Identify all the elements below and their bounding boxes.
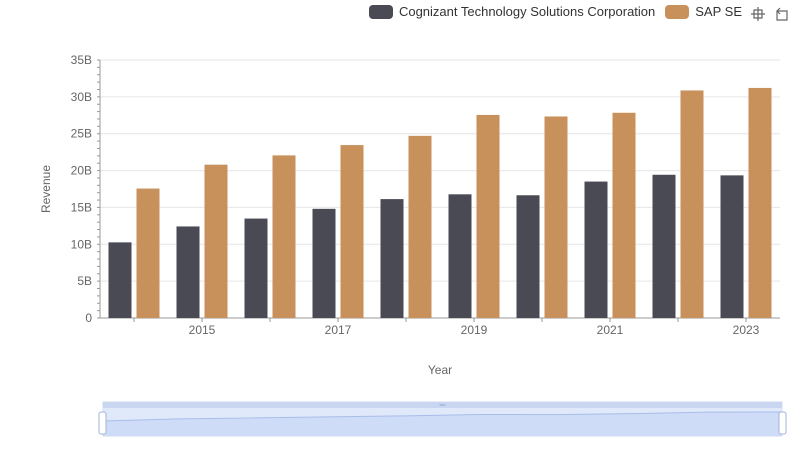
y-axis-title: Revenue [39, 165, 53, 213]
y-axis: 0 5B 10B 15B 20B 25B 30B 35B [71, 53, 101, 325]
x-tick-label: 2023 [733, 323, 760, 337]
x-tick-label: 2019 [461, 323, 488, 337]
datazoom-handle-right [778, 411, 787, 435]
bar-cognizant [108, 242, 132, 318]
bar-sap [340, 145, 364, 318]
y-tick-label: 35B [71, 53, 92, 67]
bar-cognizant [176, 226, 200, 318]
restore-icon[interactable] [774, 6, 790, 22]
y-tick-label: 30B [71, 90, 92, 104]
datazoom-selection [103, 408, 782, 436]
y-tick-label: 10B [71, 237, 92, 251]
bar-cognizant [244, 218, 268, 318]
bar-sap [272, 155, 296, 318]
bar-cognizant [516, 195, 540, 318]
bar-cognizant [720, 175, 744, 318]
bar-sap [612, 112, 636, 319]
toolbox [750, 6, 790, 22]
datazoom-preview-area [103, 412, 782, 436]
bar-cognizant [448, 194, 472, 318]
y-tick-label: 0 [85, 311, 92, 325]
legend: Cognizant Technology Solutions Corporati… [368, 4, 742, 19]
legend-label-cognizant: Cognizant Technology Solutions Corporati… [398, 4, 656, 19]
x-tick-label: 2015 [189, 323, 216, 337]
y-tick-label: 20B [71, 164, 92, 178]
bars [108, 87, 772, 319]
legend-label-sap: SAP SE [695, 4, 742, 19]
legend-swatch-sap [665, 4, 690, 19]
datazoom-handle-left [98, 411, 107, 435]
bar-sap [748, 87, 772, 318]
x-axis: 2015 2017 2019 2021 2023 [100, 317, 780, 337]
x-tick-label: 2017 [325, 323, 352, 337]
bar-cognizant [652, 174, 676, 318]
bar-cognizant [312, 208, 336, 318]
bar-cognizant [380, 199, 404, 318]
datazoom-slider[interactable] [98, 401, 787, 437]
datazoom-top-bar [103, 402, 782, 408]
y-tick-label: 5B [77, 274, 92, 288]
bar-sap [204, 164, 228, 318]
zoom-icon[interactable] [750, 6, 766, 22]
bar-sap [136, 188, 160, 318]
x-axis-title: Year [428, 363, 452, 377]
y-tick-label: 25B [71, 127, 92, 141]
legend-item-cognizant[interactable]: Cognizant Technology Solutions Corporati… [368, 4, 656, 19]
bar-sap [476, 114, 500, 318]
y-tick-label: 15B [71, 200, 92, 214]
x-tick-label: 2021 [597, 323, 624, 337]
datazoom-preview-line [102, 411, 783, 422]
bar-cognizant [584, 181, 608, 318]
bar-sap [544, 116, 568, 318]
bar-sap [680, 90, 704, 318]
bar-sap [408, 135, 432, 318]
legend-swatch-cognizant [368, 4, 393, 19]
legend-item-sap[interactable]: SAP SE [665, 4, 742, 19]
datazoom-track [102, 401, 783, 437]
grid-lines [100, 59, 780, 282]
